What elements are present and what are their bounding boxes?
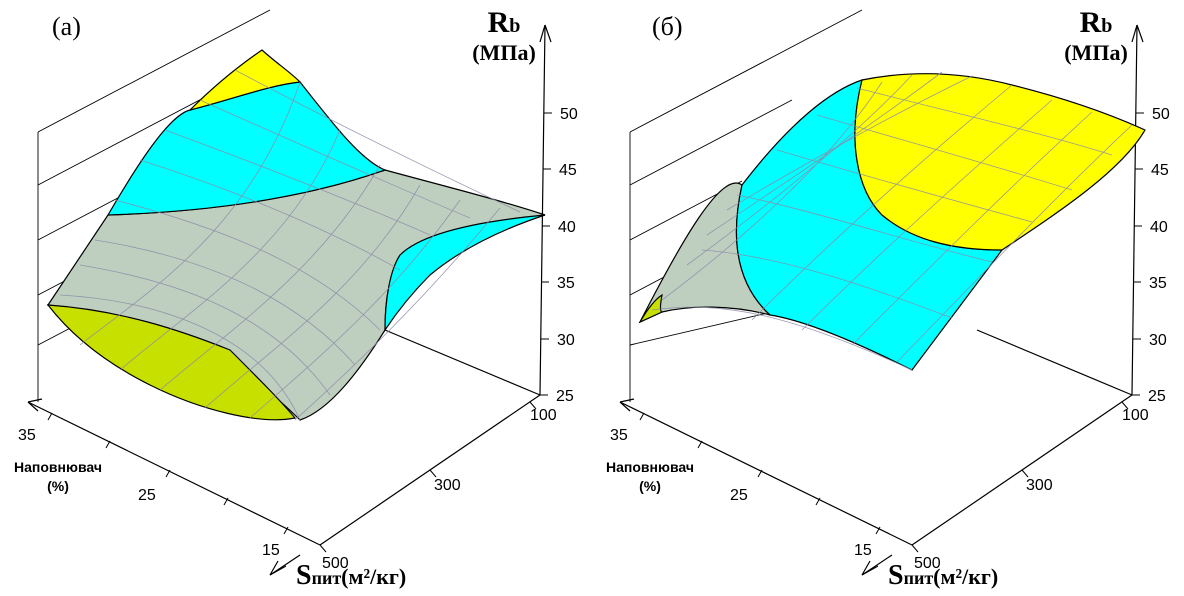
z-tick-b-2: 35 [1149,275,1167,292]
surface-plot-b: 25 30 35 40 45 50 35 25 15 100 300 500 [610,9,1170,576]
surface-mesh-a [59,69,521,421]
surface-a [46,49,546,421]
x-tick-b-1: 300 [1026,477,1053,494]
surface-mesh-b [651,71,1133,371]
tick-marks-b [639,112,1144,553]
y-tick-b-2: 15 [854,542,872,559]
y-tick-b-0: 35 [610,427,628,444]
z-axis-subscript-b: b [1101,15,1113,37]
panel-label-b: (б) [652,12,683,41]
x-tick-labels-a: 100 300 500 [322,407,557,572]
y-tick-a-1: 25 [138,487,156,504]
region-cyan-a-2 [384,214,546,332]
x-axis-unit-a: (м²/кг) [341,564,407,589]
y-tick-a-0: 35 [18,427,36,444]
z-axis-symbol-a: R [487,6,510,39]
z-axis-unit-b: (МПа) [1064,40,1128,65]
z-tick-a-2: 35 [557,275,575,292]
panel-a: 25 30 35 40 45 50 35 25 15 100 300 500 (… [6,8,578,592]
region-olive-a [46,304,297,421]
z-tick-b-5: 50 [1152,106,1170,123]
z-axis-subscript-a: b [509,15,521,37]
surface-plot-a: 25 30 35 40 45 50 35 25 15 100 300 500 [18,9,578,576]
x-axis-label-b: Sпит(м²/кг) [888,560,998,592]
panel-b: 25 30 35 40 45 50 35 25 15 100 300 500 (… [592,0,1184,596]
z-tick-a-3: 40 [558,219,576,236]
y-tick-labels-b: 35 25 15 [610,427,872,559]
z-tick-b-3: 40 [1150,219,1168,236]
tick-marks-a [47,112,552,553]
x-tick-labels-b: 100 300 500 [914,407,1149,572]
y-axis-label-line1-b: Наповнювач [606,459,694,475]
region-cyan-a-1 [106,81,387,216]
z-tick-a-4: 45 [559,162,577,179]
x-axis-subscript-b: пит [903,568,934,588]
x-tick-a-0: 100 [530,407,557,424]
z-tick-a-0: 25 [556,388,574,405]
z-tick-labels-b: 25 30 35 40 45 50 [1148,106,1170,405]
surface-b [638,73,1146,371]
y-axis-label-a: Наповнювач (%) [6,458,110,496]
y-axis-label-b: Наповнювач (%) [598,458,702,496]
z-axis-symbol-b: R [1079,6,1102,39]
z-axis-label-a: Rb (МПа) [458,8,550,64]
x-axis-subscript-a: пит [311,568,342,588]
x-tick-a-1: 300 [434,477,461,494]
z-tick-a-5: 50 [560,106,578,123]
z-tick-b-0: 25 [1148,388,1166,405]
z-tick-b-4: 45 [1151,162,1169,179]
z-tick-labels-a: 25 30 35 40 45 50 [556,106,578,405]
x-tick-a-2: 500 [322,555,349,572]
floor-axes-a [27,24,552,576]
panel-label-a: (а) [52,12,81,41]
x-axis-symbol-b: S [888,560,904,591]
region-yellow-b [854,73,1146,251]
x-tick-b-0: 100 [1122,407,1149,424]
z-axis-label-b: Rb (МПа) [1050,8,1142,64]
x-axis-symbol-a: S [296,560,312,591]
region-olive-b [638,293,663,324]
x-tick-b-2: 500 [914,555,941,572]
x-axis-label-a: Sпит(м²/кг) [296,560,406,592]
y-axis-label-line1-a: Наповнювач [14,459,102,475]
z-axis-unit-a: (МПа) [472,40,536,65]
y-tick-labels-a: 35 25 15 [18,427,280,559]
y-tick-b-1: 25 [730,487,748,504]
y-tick-a-2: 15 [262,542,280,559]
x-axis-unit-b: (м²/кг) [933,564,999,589]
y-axis-label-line2-b: (%) [639,477,661,494]
z-tick-a-1: 30 [557,332,575,349]
region-yellow-a [188,49,302,112]
z-tick-b-1: 30 [1149,332,1167,349]
y-axis-label-line2-a: (%) [47,477,69,494]
